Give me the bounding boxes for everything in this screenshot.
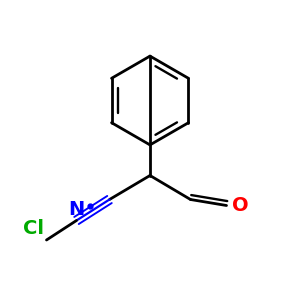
Text: O: O	[232, 196, 248, 215]
Text: N: N	[68, 200, 85, 219]
Text: Cl: Cl	[22, 220, 44, 238]
